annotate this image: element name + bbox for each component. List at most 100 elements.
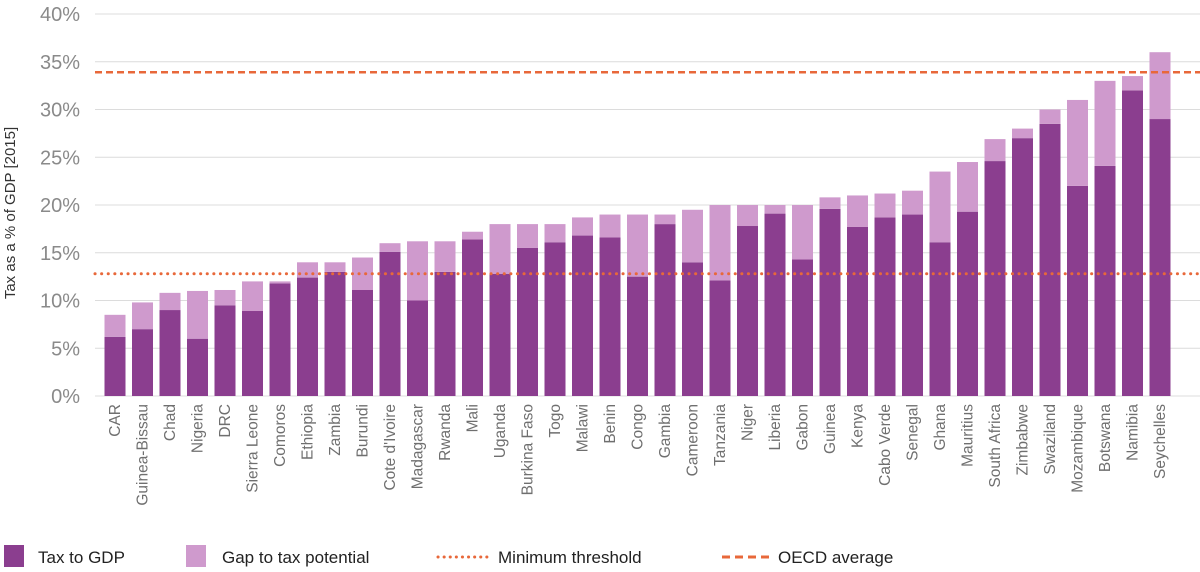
bar-gap-to-tax-potential — [599, 214, 621, 238]
bar-tax-to-gdp — [132, 329, 153, 396]
bar-gap-to-tax-potential — [819, 197, 841, 209]
bar-tax-to-gdp — [1094, 165, 1116, 396]
bar-tax-to-gdp — [544, 242, 566, 396]
bar-tax-to-gdp — [1149, 119, 1171, 397]
bar-gap-to-tax-potential — [1094, 80, 1116, 166]
bar-tax-to-gdp — [929, 242, 951, 396]
x-tick-label: Mozambique — [1070, 404, 1087, 493]
bar-tax-to-gdp — [517, 247, 538, 396]
legend: Tax to GDP Gap to tax potential Minimum … — [4, 545, 893, 567]
bar-tax-to-gdp — [242, 311, 263, 396]
x-tick-label: Botswana — [1097, 404, 1114, 472]
bar-gap-to-tax-potential — [1149, 52, 1171, 120]
x-tick-label: Madagascar — [410, 404, 427, 489]
bar-gap-to-tax-potential — [929, 171, 951, 243]
x-tick-label: Chad — [162, 404, 179, 441]
y-axis-ticks: 0% 5% 10% 15% 20% 25% 30% 35% 40% — [40, 4, 80, 408]
bar-gap-to-tax-potential — [434, 241, 456, 272]
bar-gap-to-tax-potential — [489, 224, 511, 274]
bar-tax-to-gdp — [847, 226, 868, 396]
bar-tax-to-gdp — [957, 211, 978, 396]
legend-label-tax-to-gdp: Tax to GDP — [38, 548, 125, 567]
bar-gap-to-tax-potential — [737, 205, 758, 227]
x-tick-label: Senegal — [905, 404, 922, 461]
bar-tax-to-gdp — [434, 271, 456, 396]
bar-tax-to-gdp — [599, 237, 621, 396]
bar-gap-to-tax-potential — [407, 241, 428, 301]
bar-tax-to-gdp — [297, 277, 318, 396]
legend-label-minimum: Minimum threshold — [498, 548, 642, 567]
bar-tax-to-gdp — [269, 283, 291, 396]
x-tick-label: Benin — [602, 404, 619, 444]
bar-tax-to-gdp — [1012, 138, 1033, 396]
x-tick-label: Mali — [465, 404, 482, 432]
x-tick-label: Cabo Verde — [877, 404, 894, 486]
bar-tax-to-gdp — [654, 224, 676, 396]
legend-swatch-tax-to-gdp — [4, 545, 24, 567]
x-tick-label: Zimbabwe — [1015, 404, 1032, 476]
legend-swatch-gap — [186, 545, 206, 567]
x-tick-label: Uganda — [492, 404, 509, 459]
legend-label-gap: Gap to tax potential — [222, 548, 369, 567]
x-tick-label: Comoros — [272, 404, 289, 467]
x-tick-label: Cameroon — [685, 404, 702, 476]
bar-gap-to-tax-potential — [132, 302, 153, 330]
bar-tax-to-gdp — [682, 262, 703, 396]
y-tick-label: 40% — [40, 4, 80, 26]
bar-tax-to-gdp — [104, 336, 126, 396]
y-tick-label: 0% — [51, 386, 80, 408]
x-tick-label: Seychelles — [1152, 404, 1169, 479]
bar-gap-to-tax-potential — [627, 214, 648, 277]
bar-gap-to-tax-potential — [379, 243, 401, 252]
bar-tax-to-gdp — [737, 226, 758, 396]
bar-tax-to-gdp — [187, 338, 208, 396]
x-tick-label: Nigeria — [190, 404, 207, 453]
bar-tax-to-gdp — [1067, 185, 1088, 396]
bar-gap-to-tax-potential — [242, 281, 263, 312]
x-tick-label: Zambia — [327, 404, 344, 456]
bar-tax-to-gdp — [324, 271, 346, 396]
bar-gap-to-tax-potential — [1039, 109, 1061, 124]
x-tick-label: Cote d'Ivoire — [382, 404, 399, 491]
bar-tax-to-gdp — [709, 280, 731, 396]
bar-gap-to-tax-potential — [187, 290, 208, 339]
bar-gap-to-tax-potential — [1122, 76, 1143, 91]
y-tick-label: 25% — [40, 147, 80, 169]
x-tick-label: Gabon — [795, 404, 812, 451]
y-tick-label: 10% — [40, 291, 80, 313]
bar-gap-to-tax-potential — [104, 314, 126, 337]
bar-tax-to-gdp — [1122, 90, 1143, 397]
bar-tax-to-gdp — [627, 276, 648, 396]
x-tick-label: Guinea — [822, 404, 839, 454]
bar-tax-to-gdp — [214, 305, 236, 396]
y-tick-label: 5% — [51, 338, 80, 360]
bar-gap-to-tax-potential — [324, 262, 346, 272]
bar-gap-to-tax-potential — [1012, 128, 1033, 139]
bar-gap-to-tax-potential — [1067, 99, 1088, 186]
bar-gap-to-tax-potential — [517, 224, 538, 248]
x-tick-label: Niger — [740, 404, 757, 441]
bar-tax-to-gdp — [407, 300, 428, 396]
x-tick-label: Swaziland — [1042, 404, 1059, 475]
x-tick-label: Ethiopia — [300, 404, 317, 460]
reference-lines — [93, 71, 1200, 276]
x-tick-label: Sierra Leone — [245, 404, 262, 493]
bar-tax-to-gdp — [379, 251, 401, 396]
bar-tax-to-gdp — [902, 214, 923, 396]
bar-tax-to-gdp — [874, 217, 896, 396]
bar-gap-to-tax-potential — [572, 217, 593, 236]
bar-gap-to-tax-potential — [902, 190, 923, 215]
bar-gap-to-tax-potential — [709, 205, 731, 281]
x-tick-label: CAR — [107, 404, 124, 437]
bar-tax-to-gdp — [819, 208, 841, 396]
x-tick-label: Liberia — [767, 404, 784, 451]
bar-gap-to-tax-potential — [847, 195, 868, 227]
x-tick-label: Kenya — [850, 404, 867, 448]
bar-gap-to-tax-potential — [462, 231, 483, 240]
x-tick-label: Burundi — [355, 404, 372, 457]
x-tick-label: Congo — [630, 404, 647, 450]
bar-tax-to-gdp — [1039, 123, 1061, 396]
x-tick-label: Rwanda — [437, 404, 454, 461]
x-tick-label: Namibia — [1125, 404, 1142, 461]
